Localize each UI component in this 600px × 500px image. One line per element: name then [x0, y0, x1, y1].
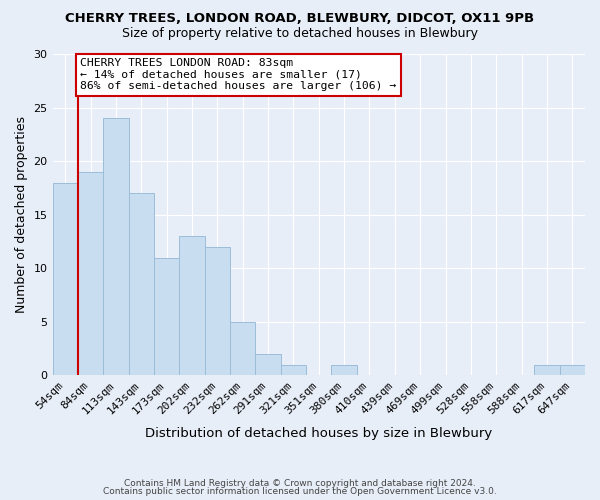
Bar	[154, 258, 179, 376]
Text: Size of property relative to detached houses in Blewbury: Size of property relative to detached ho…	[122, 28, 478, 40]
Bar	[103, 118, 128, 376]
Bar	[230, 322, 256, 376]
Bar	[256, 354, 281, 376]
Bar	[534, 364, 560, 376]
Bar	[78, 172, 103, 376]
Bar	[205, 247, 230, 376]
X-axis label: Distribution of detached houses by size in Blewbury: Distribution of detached houses by size …	[145, 427, 493, 440]
Bar	[331, 364, 357, 376]
Text: CHERRY TREES LONDON ROAD: 83sqm
← 14% of detached houses are smaller (17)
86% of: CHERRY TREES LONDON ROAD: 83sqm ← 14% of…	[80, 58, 397, 92]
Bar	[179, 236, 205, 376]
Bar	[281, 364, 306, 376]
Bar	[53, 182, 78, 376]
Text: Contains public sector information licensed under the Open Government Licence v3: Contains public sector information licen…	[103, 487, 497, 496]
Bar	[128, 193, 154, 376]
Y-axis label: Number of detached properties: Number of detached properties	[15, 116, 28, 313]
Text: Contains HM Land Registry data © Crown copyright and database right 2024.: Contains HM Land Registry data © Crown c…	[124, 478, 476, 488]
Bar	[560, 364, 585, 376]
Text: CHERRY TREES, LONDON ROAD, BLEWBURY, DIDCOT, OX11 9PB: CHERRY TREES, LONDON ROAD, BLEWBURY, DID…	[65, 12, 535, 26]
